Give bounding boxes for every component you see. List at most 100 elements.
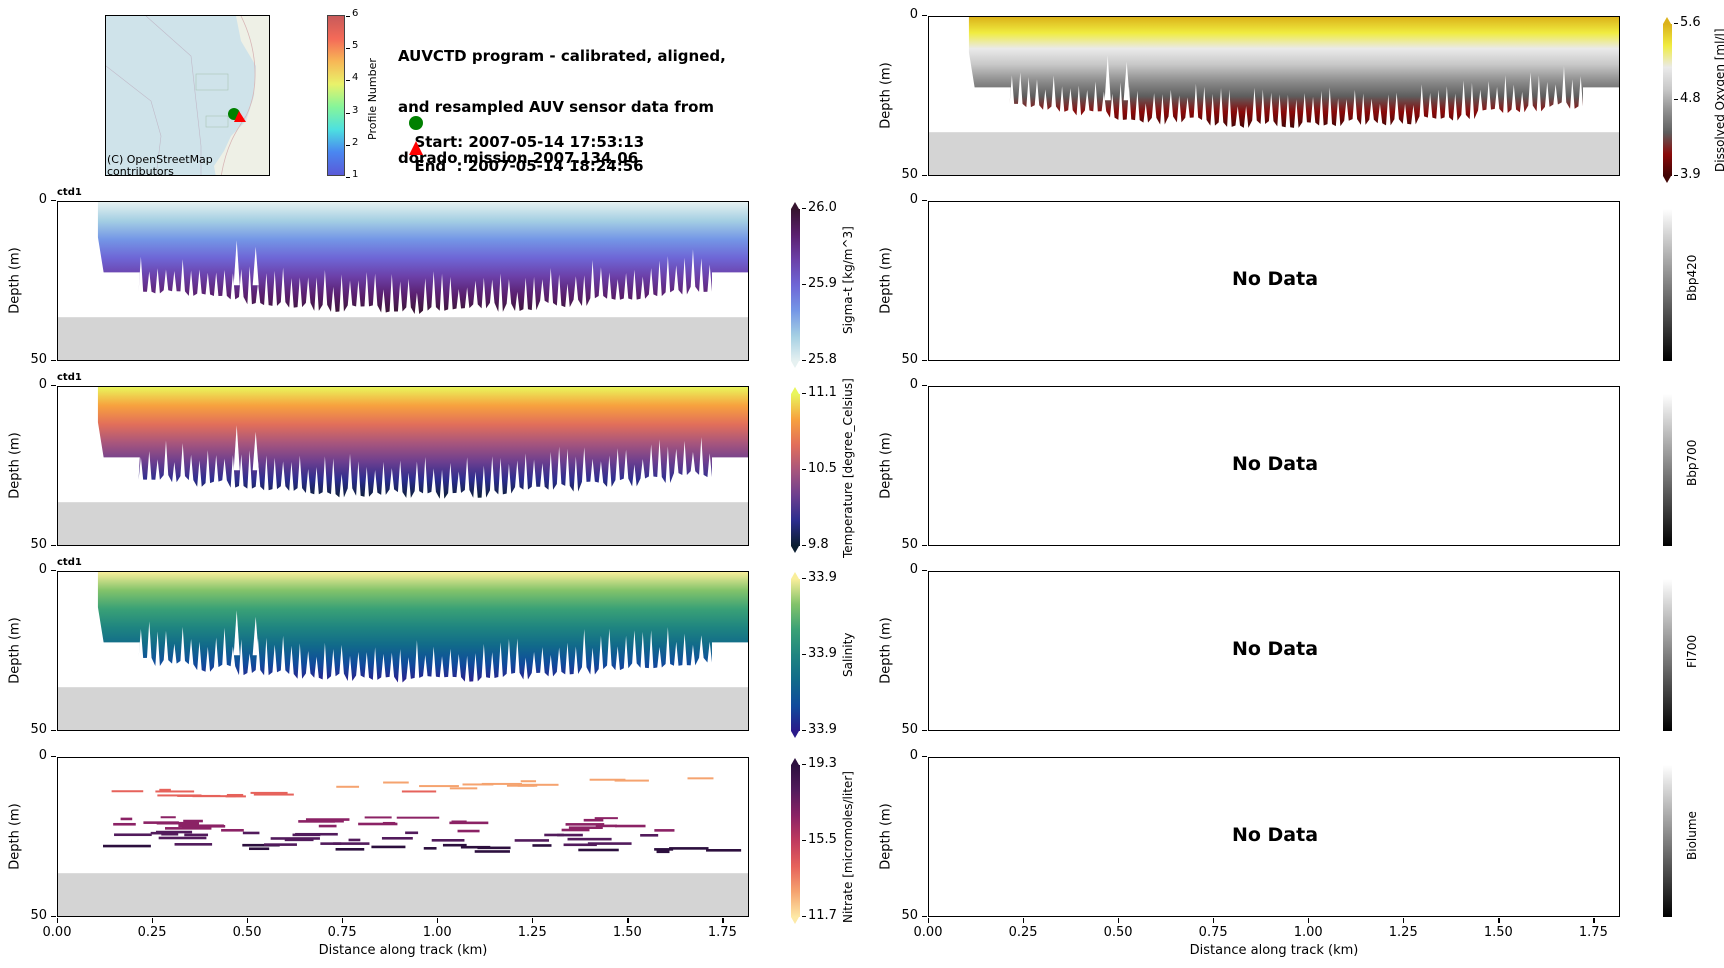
nitrate-sample-segment bbox=[313, 819, 344, 823]
start-time-label: Start: 2007-05-14 17:53:13 bbox=[414, 133, 645, 151]
sigmat-colorbar-tick: 25.9 bbox=[802, 276, 837, 291]
sigmat-ytick-0: 0 bbox=[17, 192, 56, 207]
nitrate-sample-segment bbox=[669, 847, 709, 850]
nitrate-sample-segment bbox=[113, 822, 136, 826]
legend-start: Start: 2007-05-14 17:53:13 bbox=[398, 96, 644, 151]
biolume-xlabel: Distance along track (km) bbox=[1189, 943, 1359, 958]
bbp420-no-data-label: No Data bbox=[1231, 268, 1319, 290]
salinity-panel-title: ctd1 bbox=[57, 557, 82, 568]
salinity-colorbar-extend-min-icon bbox=[791, 731, 799, 738]
nitrate-ylabel: Depth (m) bbox=[7, 803, 23, 870]
bbp700-ytick-0: 0 bbox=[888, 377, 927, 392]
bbp700-ytick-50: 50 bbox=[888, 537, 927, 552]
nitrate-sample-segment bbox=[174, 843, 213, 846]
bbp700-plot-area: No Data bbox=[928, 386, 1620, 546]
fl700-no-data-label: No Data bbox=[1231, 638, 1319, 660]
nitrate-sample-segment bbox=[270, 837, 320, 840]
sigmat-colorbar-label: Sigma-t [kg/m^3] bbox=[841, 225, 855, 334]
nitrate-colorbar-tick: 15.5 bbox=[802, 832, 837, 847]
nitrate-colorbar-extend-max-icon bbox=[791, 758, 799, 765]
nitrate-sample-segment bbox=[521, 783, 559, 786]
temperature-colorbar-tick: 10.5 bbox=[802, 461, 837, 476]
sigmat-colorbar-extend-max-icon bbox=[791, 202, 799, 209]
nitrate-sample-segment bbox=[687, 777, 714, 780]
nitrate-sample-segment bbox=[557, 833, 583, 837]
bbp700-ylabel: Depth (m) bbox=[878, 432, 894, 499]
nitrate-sample-segment bbox=[165, 827, 212, 830]
nitrate-sample-segment bbox=[161, 832, 179, 836]
nitrate-sample-segment bbox=[532, 844, 552, 847]
nitrate-sample-segment bbox=[460, 845, 491, 849]
bbp420-ytick-0: 0 bbox=[888, 192, 927, 207]
salinity-ylabel: Depth (m) bbox=[7, 617, 23, 684]
oxygen-ytick-0: 0 bbox=[888, 7, 927, 22]
nitrate-sample-segment bbox=[250, 791, 288, 794]
nitrate-sample-segment bbox=[520, 780, 537, 783]
profile-tick-2: 2 bbox=[345, 137, 359, 148]
profile-tick-1: 1 bbox=[345, 169, 359, 180]
oxygen-plot-area bbox=[928, 16, 1620, 176]
temperature-section-field bbox=[97, 387, 748, 499]
end-time-label: End : 2007-05-14 18:24:56 bbox=[414, 157, 644, 175]
nitrate-plot-area bbox=[57, 757, 749, 917]
nitrate-colorbar-tick: 11.7 bbox=[802, 908, 837, 923]
profile-tick-6: 6 bbox=[345, 8, 359, 19]
sigmat-colorbar-tick: 26.0 bbox=[802, 200, 837, 215]
legend-end: End : 2007-05-14 18:24:56 bbox=[398, 120, 644, 175]
nitrate-sample-segment bbox=[143, 821, 179, 824]
nitrate-sample-segment bbox=[371, 845, 406, 849]
nitrate-sample-segment bbox=[401, 790, 437, 793]
title-line-1: AUVCTD program - calibrated, aligned, bbox=[398, 47, 726, 65]
nitrate-ytick-50: 50 bbox=[17, 908, 56, 923]
nitrate-sample-segment bbox=[477, 846, 511, 850]
sigmat-ylabel: Depth (m) bbox=[7, 247, 23, 314]
nitrate-sample-segment bbox=[654, 829, 675, 832]
bbp700-no-data-label: No Data bbox=[1231, 453, 1319, 475]
biolume-ylabel: Depth (m) bbox=[878, 803, 894, 870]
salinity-ytick-50: 50 bbox=[17, 722, 56, 737]
oxygen-colorbar-tick: 5.6 bbox=[1674, 15, 1701, 30]
temperature-panel-title: ctd1 bbox=[57, 372, 82, 383]
biolume-no-data-label: No Data bbox=[1231, 824, 1319, 846]
nitrate-xtick: 0.00 bbox=[32, 918, 82, 940]
bbp700-colorbar-label: Bbp700 bbox=[1685, 439, 1699, 486]
oxygen-gap-spike bbox=[1104, 55, 1111, 101]
profile-tick-3: 3 bbox=[345, 105, 359, 116]
nitrate-sample-segment bbox=[419, 785, 459, 788]
biolume-xtick: 0.25 bbox=[998, 918, 1048, 940]
oxygen-colorbar-tick: 3.9 bbox=[1674, 167, 1701, 182]
temperature-colorbar-extend-max-icon bbox=[791, 387, 799, 394]
salinity-colorbar-extend-max-icon bbox=[791, 572, 799, 579]
nitrate-sample-segment bbox=[284, 838, 314, 842]
biolume-ytick-50: 50 bbox=[888, 908, 927, 923]
nitrate-sample-segment bbox=[182, 824, 226, 828]
nitrate-sample-segment bbox=[706, 849, 742, 852]
sigmat-ytick-50: 50 bbox=[17, 352, 56, 367]
biolume-plot-area: No Data bbox=[928, 757, 1620, 917]
salinity-plot-area bbox=[57, 571, 749, 731]
nitrate-sample-segment bbox=[396, 816, 440, 819]
biolume-xtick: 0.50 bbox=[1093, 918, 1143, 940]
bbp420-colorbar bbox=[1663, 209, 1672, 361]
nitrate-xtick: 0.50 bbox=[222, 918, 272, 940]
salinity-section-field bbox=[97, 572, 748, 683]
nitrate-sample-segment bbox=[318, 824, 337, 828]
nitrate-sample-segment bbox=[348, 838, 361, 842]
end-triangle-icon bbox=[409, 141, 424, 155]
nitrate-sample-segment bbox=[120, 817, 133, 821]
bbp700-colorbar bbox=[1663, 394, 1672, 546]
nitrate-sample-segment bbox=[481, 782, 522, 785]
nitrate-sample-segment bbox=[333, 842, 370, 845]
nitrate-sample-segment bbox=[157, 794, 202, 797]
nitrate-sample-segment bbox=[155, 790, 195, 793]
temperature-colorbar-label: Temperature [degree_Celsius] bbox=[841, 378, 855, 559]
sigmat-plot-area bbox=[57, 201, 749, 361]
profile-tick-5: 5 bbox=[345, 40, 359, 51]
start-circle-icon bbox=[409, 116, 424, 130]
oxygen-section-field bbox=[968, 17, 1619, 128]
nitrate-sample-segment bbox=[381, 836, 413, 840]
salinity-colorbar-tick: 33.9 bbox=[802, 722, 837, 737]
nitrate-sample-segment bbox=[449, 821, 489, 825]
biolume-xtick: 1.00 bbox=[1283, 918, 1333, 940]
salinity-colorbar bbox=[791, 579, 800, 731]
